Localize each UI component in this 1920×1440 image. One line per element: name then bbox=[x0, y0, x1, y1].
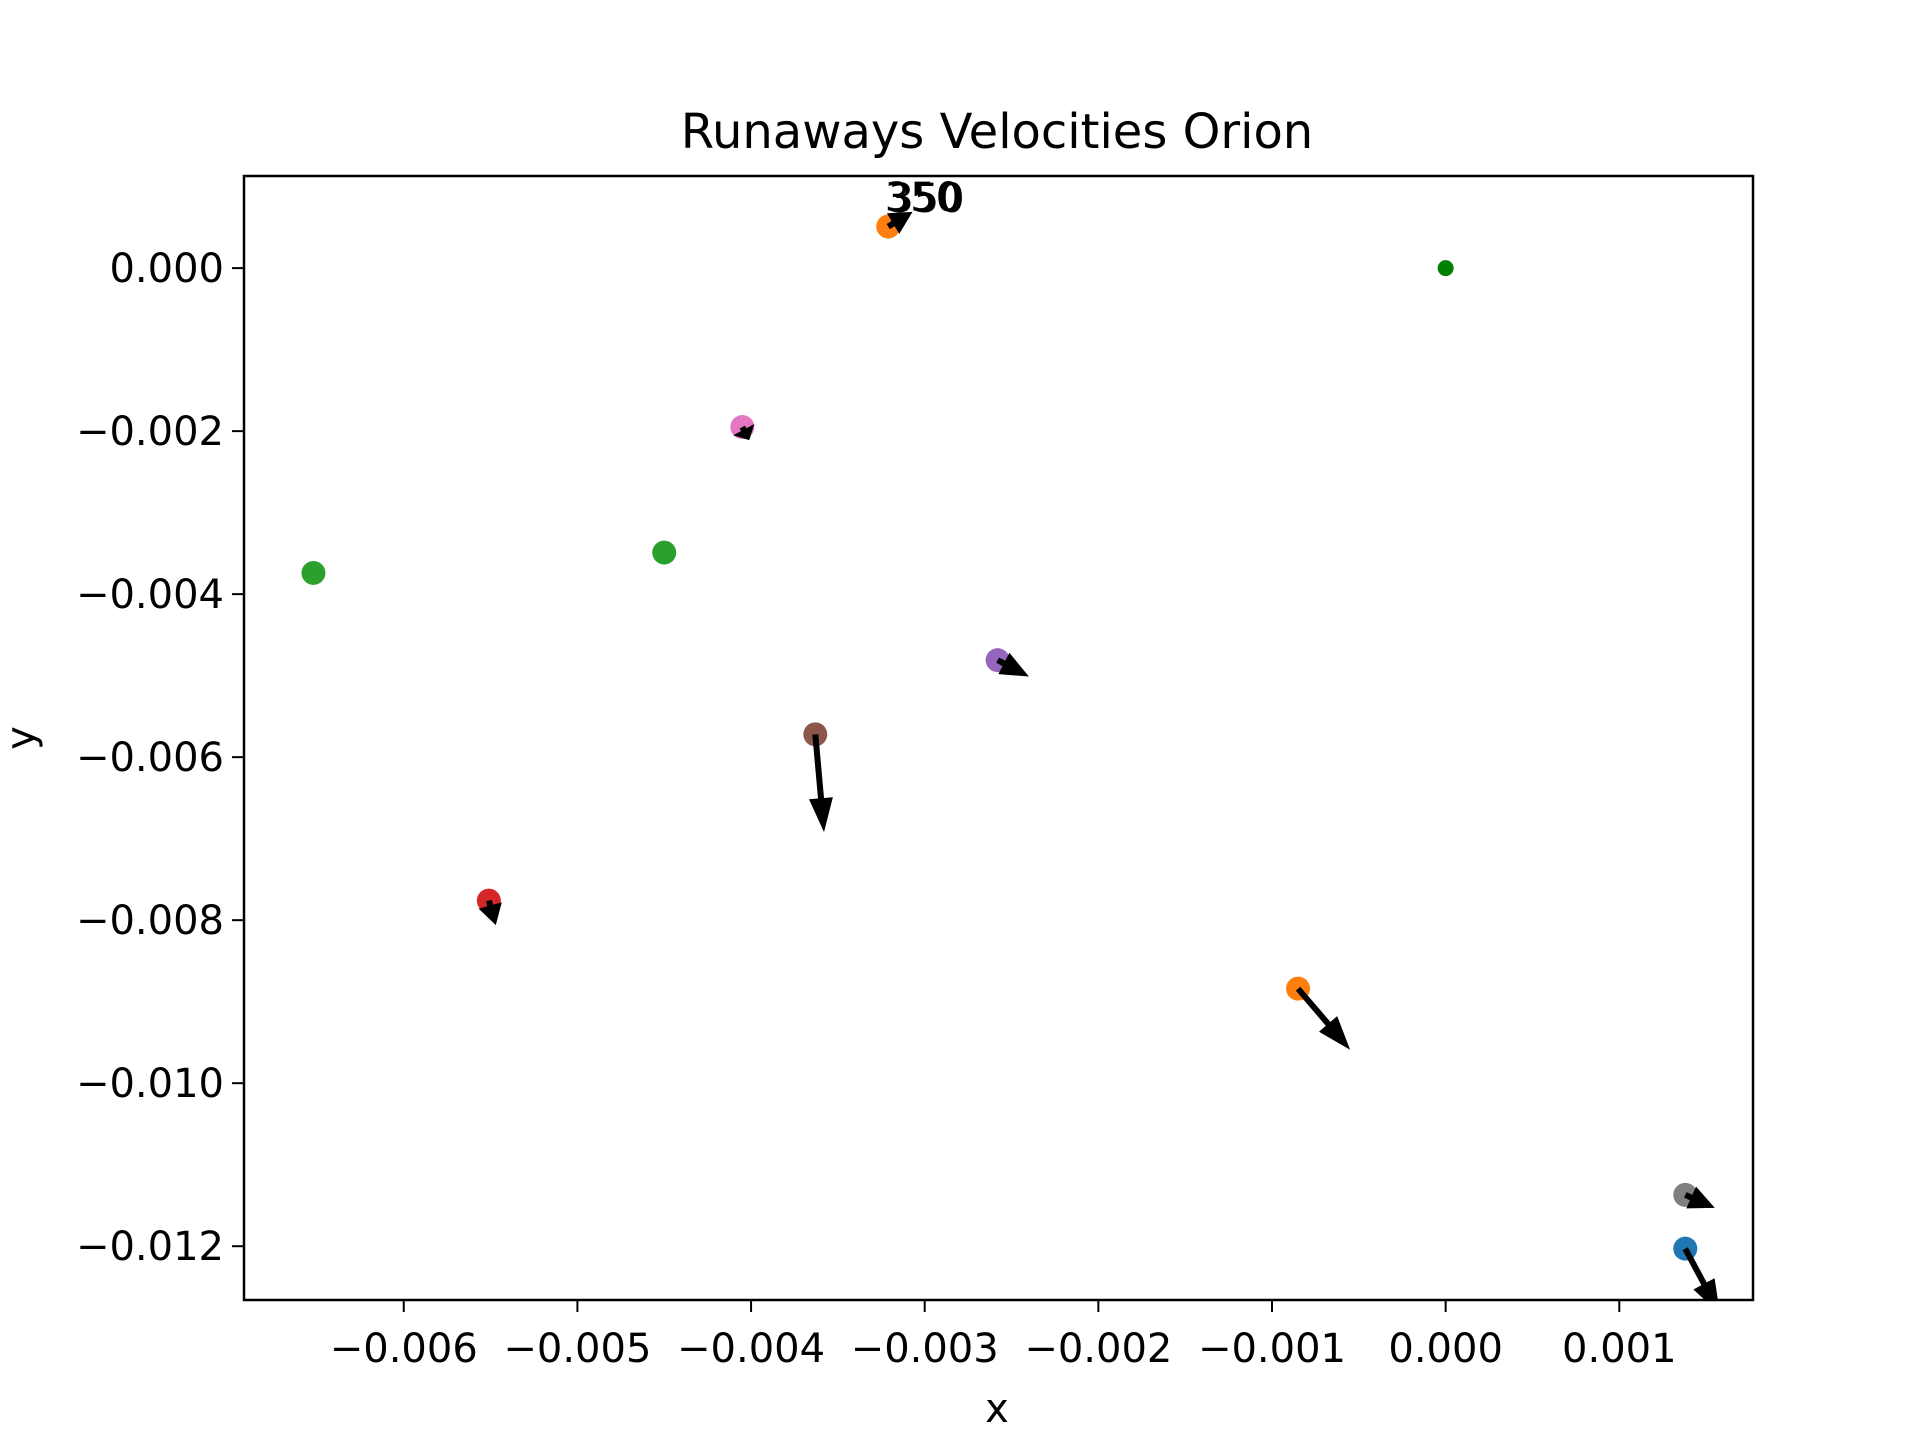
velocity-arrow bbox=[886, 211, 913, 234]
y-axis-label: y bbox=[0, 726, 44, 750]
y-tick-label: −0.004 bbox=[76, 572, 224, 618]
velocity-arrow bbox=[1295, 986, 1351, 1050]
x-tick-label: −0.004 bbox=[677, 1326, 825, 1372]
x-axis-label: x bbox=[985, 1386, 1009, 1432]
y-tick-label: −0.002 bbox=[76, 409, 224, 455]
data-point bbox=[301, 560, 326, 585]
velocity-arrow bbox=[478, 899, 502, 926]
plot-frame bbox=[242, 174, 1755, 1302]
x-axis: −0.006 −0.005 −0.004 −0.003 −0.002 −0.001 0.00… bbox=[330, 1300, 1677, 1372]
x-tick-label: −0.002 bbox=[1024, 1326, 1172, 1372]
reference-point bbox=[1437, 260, 1454, 277]
y-tick-label: −0.010 bbox=[76, 1061, 224, 1107]
x-tick-label: −0.001 bbox=[1198, 1326, 1346, 1372]
point-annotation: 350 bbox=[885, 175, 961, 221]
point-annotation: 350 bbox=[888, 176, 964, 222]
data-point bbox=[652, 540, 677, 565]
y-tick-label: 0.000 bbox=[109, 246, 224, 292]
velocity-arrow bbox=[996, 652, 1029, 677]
x-tick-label: −0.003 bbox=[851, 1326, 999, 1372]
data-point bbox=[803, 722, 828, 747]
velocity-arrow bbox=[733, 424, 755, 441]
velocity-arrow bbox=[809, 734, 833, 833]
x-tick-label: 0.001 bbox=[1562, 1326, 1677, 1372]
y-tick-label: −0.006 bbox=[76, 735, 224, 781]
y-tick-label: −0.008 bbox=[76, 898, 224, 944]
velocity-arrow bbox=[1682, 1247, 1718, 1300]
y-axis: 0.000 −0.002 −0.004 −0.006 −0.008 −0.010 −0.01… bbox=[76, 246, 244, 1270]
x-tick-label: −0.006 bbox=[330, 1326, 478, 1372]
x-tick-label: 0.000 bbox=[1388, 1326, 1503, 1372]
velocity-arrow bbox=[1684, 1186, 1715, 1209]
y-tick-label: −0.012 bbox=[76, 1224, 224, 1270]
x-tick-label: −0.005 bbox=[503, 1326, 651, 1372]
chart-title: Runaways Velocities Orion bbox=[681, 104, 1313, 160]
